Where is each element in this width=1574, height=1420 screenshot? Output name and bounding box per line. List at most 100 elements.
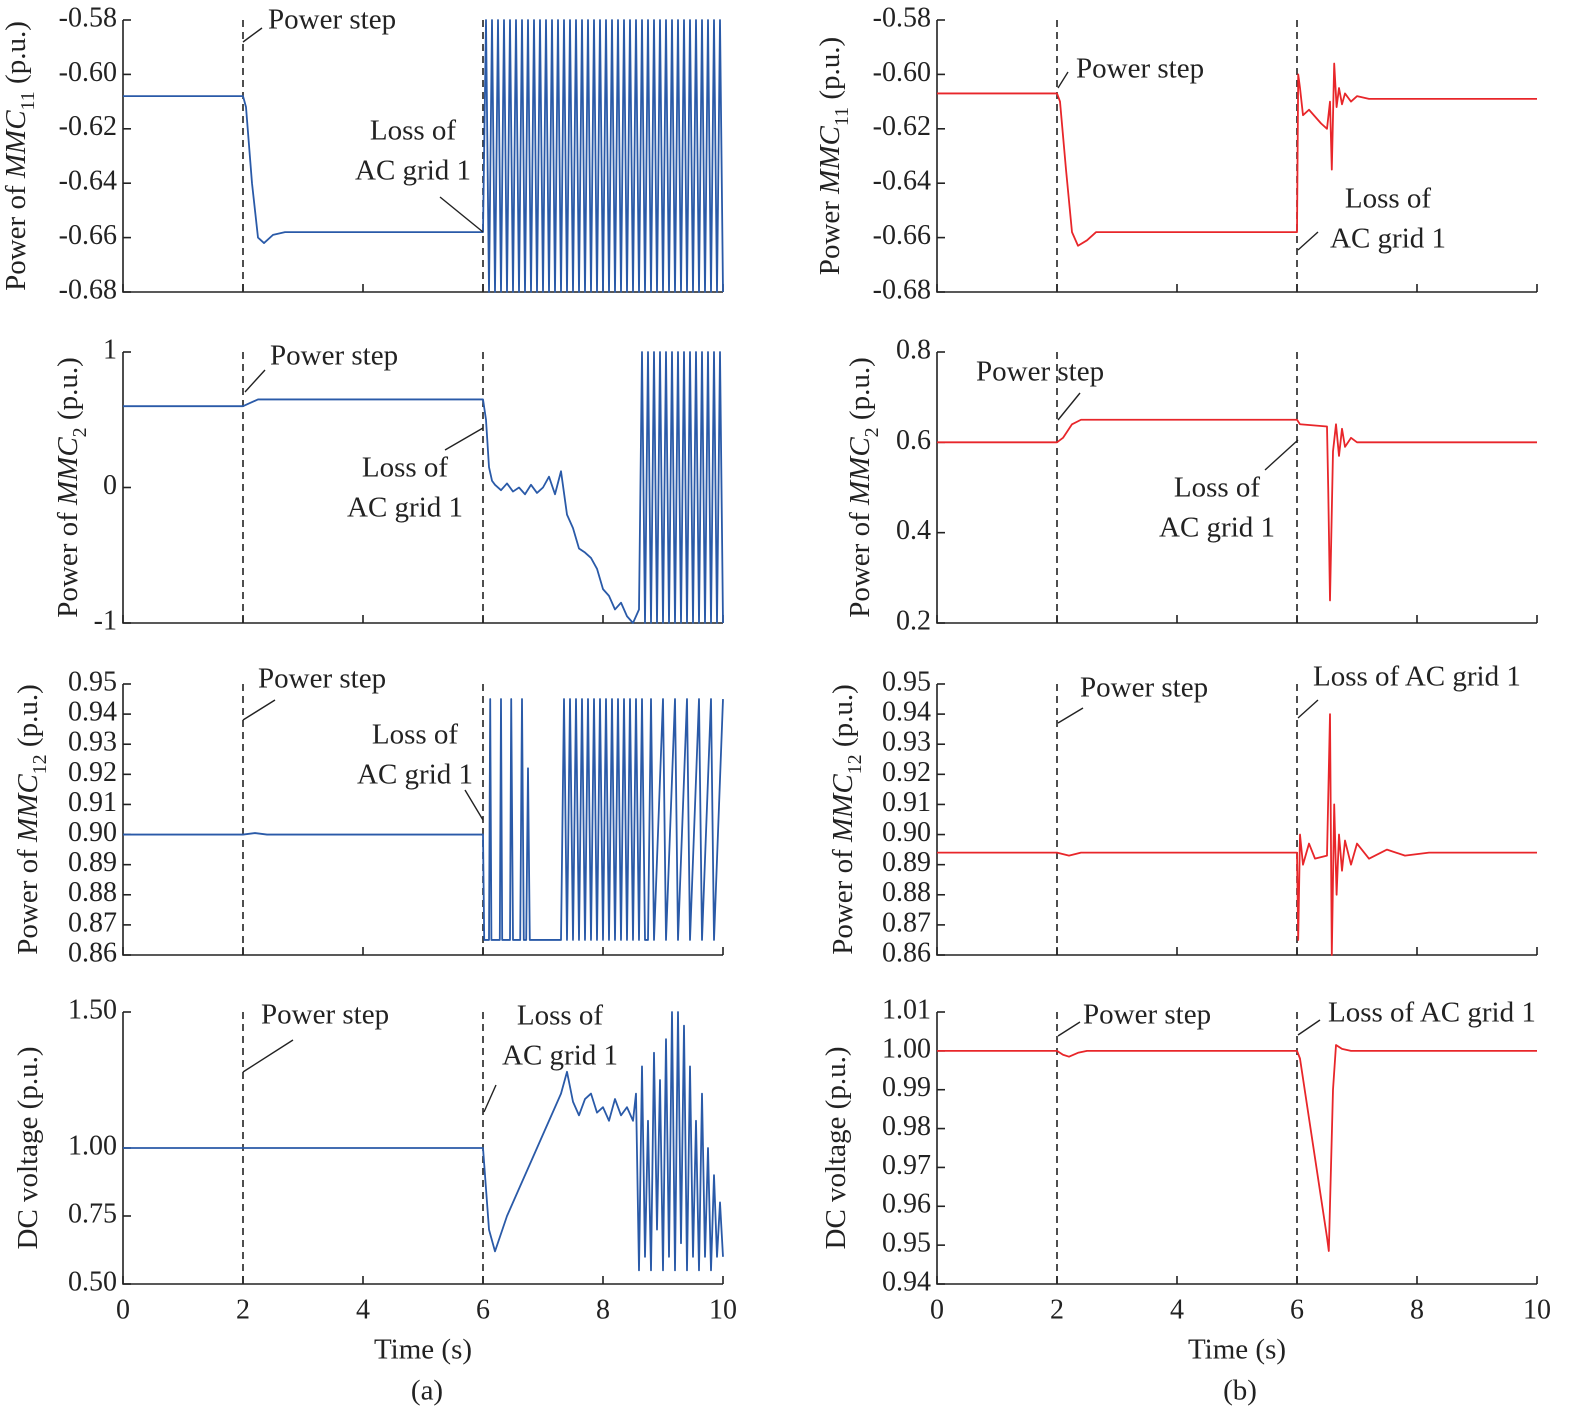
y-axis-label: DC voltage (p.u.)	[820, 1047, 852, 1250]
y-axis-label-part: 2	[69, 427, 91, 437]
y-tick-label: -0.58	[873, 2, 931, 33]
y-axis-label-part: Power	[814, 194, 846, 275]
y-axis-label-part: (p.u.)	[827, 684, 859, 754]
axis-line	[936, 1012, 1537, 1285]
y-axis-label-part: (p.u.)	[844, 357, 876, 427]
y-tick-label: -0.68	[873, 274, 931, 305]
y-axis-label-part: Power of	[844, 505, 876, 618]
y-axis-label: Power of MMC12 (p.u.)	[12, 684, 51, 955]
data-line	[937, 713, 1537, 956]
y-axis-label-part: MMC	[12, 774, 44, 843]
y-tick-label: 0.92	[68, 757, 117, 788]
y-axis-label: DC voltage (p.u.)	[12, 1047, 44, 1250]
y-tick-label: -1	[94, 605, 117, 636]
y-tick-label: 0.93	[882, 727, 931, 758]
annotation: Loss of AC grid 1	[1328, 997, 1536, 1029]
y-tick-label: 0.89	[68, 847, 117, 878]
y-axis-label-part: Power of	[0, 178, 32, 291]
annotation: AC grid 1	[357, 759, 473, 791]
annotation-leader	[464, 789, 484, 821]
annotation: AC grid 1	[502, 1040, 618, 1072]
y-axis-label-part: DC voltage (p.u.)	[12, 1047, 44, 1250]
y-tick-label: 0.95	[882, 666, 931, 697]
y-axis-label-part: Power of	[12, 842, 44, 955]
y-tick-label: -0.66	[873, 220, 931, 251]
y-tick-label: 0.92	[882, 757, 931, 788]
caption: (a)	[411, 1375, 443, 1407]
y-tick-label: 0.86	[68, 937, 117, 968]
axis-line	[936, 684, 1537, 956]
y-tick-label: -0.64	[59, 166, 117, 197]
y-tick-label: 0.97	[882, 1150, 931, 1181]
y-tick-label: 0.86	[882, 937, 931, 968]
data-line	[123, 698, 724, 941]
y-tick-label: 0.94	[882, 1266, 931, 1297]
y-axis-label-part: (p.u.)	[12, 684, 44, 754]
axis-line	[936, 20, 1537, 293]
x-axis-label: Time (s)	[1188, 1334, 1286, 1366]
x-tick-label: 4	[356, 1294, 370, 1325]
y-tick-label: 1.01	[882, 994, 931, 1025]
y-tick-label: 0.95	[68, 666, 117, 697]
y-tick-label: 0.94	[68, 697, 117, 728]
annotation-leader	[483, 1084, 497, 1113]
data-line	[123, 19, 724, 293]
y-axis-label-part: DC voltage (p.u.)	[820, 1047, 852, 1250]
y-axis-label-part: MMC	[827, 774, 859, 843]
y-axis-label-part: (p.u.)	[52, 357, 84, 427]
y-axis-label-part: MMC	[814, 126, 846, 195]
x-tick-label: 4	[1170, 1294, 1184, 1325]
y-tick-label: 0.95	[882, 1228, 931, 1259]
x-tick-label: 0	[930, 1294, 944, 1325]
annotation: AC grid 1	[355, 155, 471, 187]
y-tick-label: 0.91	[68, 787, 117, 818]
y-tick-label: 0.75	[68, 1198, 117, 1229]
y-tick-label: 1.50	[68, 994, 117, 1025]
y-axis-label: Power of MMC12 (p.u.)	[827, 684, 866, 955]
annotation-leader	[1057, 71, 1069, 89]
y-tick-label: 0.2	[896, 605, 931, 636]
annotation-leader	[1297, 231, 1319, 251]
x-tick-label: 0	[116, 1294, 130, 1325]
y-tick-label: 0.93	[68, 727, 117, 758]
y-axis-label: Power of MMC11 (p.u.)	[0, 21, 39, 291]
annotation-leader	[242, 699, 276, 721]
annotation-leader	[1264, 439, 1299, 471]
y-axis-label-part: 12	[844, 754, 866, 774]
y-tick-label: -0.68	[59, 274, 117, 305]
data-line	[123, 1011, 724, 1272]
annotation: Power step	[1080, 672, 1208, 704]
y-tick-label: 0.88	[882, 877, 931, 908]
y-tick-label: 0.90	[882, 817, 931, 848]
x-tick-label: 10	[1523, 1294, 1551, 1325]
caption: (b)	[1223, 1375, 1257, 1407]
y-tick-label: 0.87	[882, 907, 931, 938]
x-axis-label: Time (s)	[374, 1334, 472, 1366]
x-tick-label: 6	[476, 1294, 490, 1325]
y-tick-label: 1.00	[68, 1130, 117, 1161]
annotation: AC grid 1	[1159, 512, 1275, 544]
y-axis-label: Power of MMC2 (p.u.)	[844, 357, 883, 618]
y-axis-label-part: 11	[831, 107, 853, 126]
data-line	[937, 62, 1537, 247]
y-axis-label-part: 12	[29, 754, 51, 774]
annotation: Power step	[258, 663, 386, 695]
y-axis-label-part: (p.u.)	[814, 37, 846, 107]
annotation: Loss of	[517, 1000, 604, 1032]
y-tick-label: 0.87	[68, 907, 117, 938]
y-tick-label: 0.6	[896, 425, 931, 456]
annotation: Power step	[270, 340, 398, 372]
annotation: Loss of	[1174, 472, 1261, 504]
annotation: Power step	[976, 356, 1104, 388]
data-line	[937, 418, 1537, 602]
annotation: Power step	[268, 4, 396, 36]
y-axis-label: Power of MMC2 (p.u.)	[52, 357, 91, 618]
annotation: Loss of	[372, 719, 459, 751]
x-tick-label: 8	[596, 1294, 610, 1325]
y-axis-label-part: Power of	[827, 842, 859, 955]
y-tick-label: -0.60	[59, 57, 117, 88]
annotation: Loss of	[362, 452, 449, 484]
annotation-leader	[242, 27, 263, 43]
y-axis-label-part: MMC	[52, 437, 84, 506]
